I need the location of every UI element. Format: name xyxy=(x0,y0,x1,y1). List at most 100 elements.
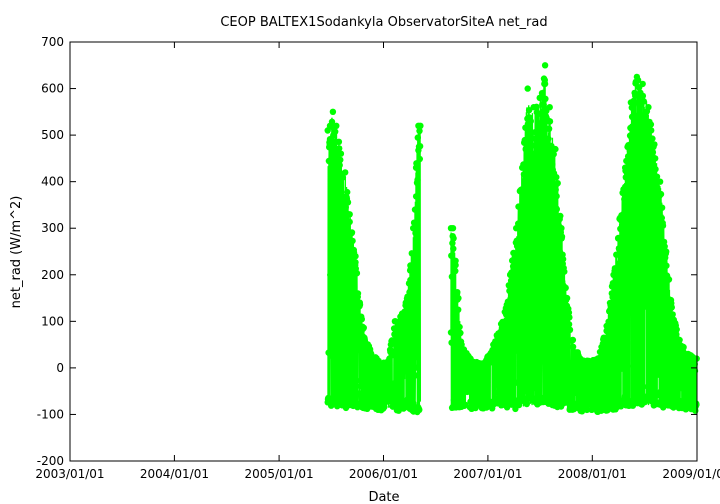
x-tick-label: 2007/01/01 xyxy=(453,467,522,481)
data-point xyxy=(355,340,363,347)
x-axis: 2003/01/01 2004/01/01 2005/01/01 2006/01/01… xyxy=(35,42,720,481)
data-point xyxy=(551,363,558,370)
data-point xyxy=(506,287,513,295)
data-point xyxy=(538,126,545,133)
data-point xyxy=(618,221,626,229)
data-point xyxy=(361,335,368,342)
data-point xyxy=(455,384,463,391)
data-point xyxy=(479,381,486,389)
data-point xyxy=(329,262,336,269)
data-point-peak xyxy=(342,169,349,176)
data-point xyxy=(342,204,349,211)
y-tick-label: -200 xyxy=(37,454,64,468)
data-point xyxy=(665,276,673,283)
data-point xyxy=(510,265,517,273)
data-point-peak xyxy=(452,257,459,264)
data-point xyxy=(385,372,392,380)
data-point xyxy=(543,173,550,180)
data-point xyxy=(544,308,551,316)
data-point-peak xyxy=(402,299,409,306)
data-point xyxy=(659,293,666,300)
data-point-peak xyxy=(493,332,500,339)
data-point xyxy=(611,395,618,402)
data-point xyxy=(612,324,619,331)
data-point xyxy=(412,193,420,200)
data-point xyxy=(516,381,523,389)
data-point xyxy=(363,361,370,368)
data-point-peak xyxy=(346,211,353,218)
data-point xyxy=(325,349,332,356)
data-point xyxy=(336,145,343,152)
data-point xyxy=(646,333,653,340)
data-point xyxy=(542,113,550,120)
data-point xyxy=(390,380,397,387)
data-point-peak xyxy=(397,313,404,320)
data-point xyxy=(596,348,604,356)
data-point xyxy=(514,341,522,348)
data-point xyxy=(568,381,576,389)
data-point xyxy=(416,143,424,150)
data-point xyxy=(630,362,637,370)
data-point xyxy=(591,383,599,390)
data-point-peak xyxy=(410,225,417,232)
data-point xyxy=(612,375,619,383)
data-point xyxy=(562,284,569,292)
data-point xyxy=(598,361,606,368)
data-point xyxy=(565,309,573,316)
data-point-peak xyxy=(513,225,520,232)
x-tick-label: 2005/01/01 xyxy=(245,467,314,481)
data-point-peak xyxy=(651,141,658,148)
data-point xyxy=(632,92,639,100)
data-point xyxy=(616,290,623,298)
data-point xyxy=(520,171,528,178)
data-point xyxy=(628,134,635,141)
data-point xyxy=(640,98,647,105)
data-point xyxy=(663,341,670,348)
data-point-peak xyxy=(622,164,629,171)
data-point xyxy=(659,222,667,229)
data-point xyxy=(611,265,619,272)
data-point xyxy=(391,352,398,359)
data-point xyxy=(360,324,367,331)
data-point-peak xyxy=(455,294,462,302)
data-point xyxy=(491,389,498,396)
data-point xyxy=(330,225,337,232)
data-point xyxy=(657,368,664,376)
data-point xyxy=(526,263,534,270)
data-point xyxy=(326,141,333,148)
data-point xyxy=(615,234,622,242)
data-point xyxy=(655,260,662,267)
data-point xyxy=(448,339,455,346)
y-tick-label: 400 xyxy=(41,175,64,189)
data-point xyxy=(653,267,660,274)
data-point-peak xyxy=(546,104,553,111)
data-point xyxy=(639,92,647,100)
data-point xyxy=(405,375,412,383)
data-point xyxy=(549,161,556,168)
data-point-peak xyxy=(391,318,399,325)
data-point xyxy=(560,367,568,374)
data-point xyxy=(530,301,537,308)
data-point xyxy=(657,388,664,395)
data-point xyxy=(343,355,350,362)
data-point xyxy=(519,220,526,228)
data-point-peak xyxy=(326,122,334,129)
data-point xyxy=(327,271,334,279)
data-point xyxy=(518,204,525,212)
data-point xyxy=(455,358,462,365)
data-point-peak xyxy=(333,122,340,129)
data-point xyxy=(527,117,534,125)
data-point xyxy=(545,125,553,132)
data-point xyxy=(523,400,530,408)
data-point xyxy=(537,315,544,322)
data-point xyxy=(553,206,560,213)
data-point xyxy=(537,120,544,127)
data-point xyxy=(529,150,536,158)
data-point xyxy=(456,323,463,331)
data-point xyxy=(614,307,621,314)
data-point xyxy=(531,284,538,292)
data-point-peak xyxy=(530,104,537,111)
data-point xyxy=(339,174,347,181)
